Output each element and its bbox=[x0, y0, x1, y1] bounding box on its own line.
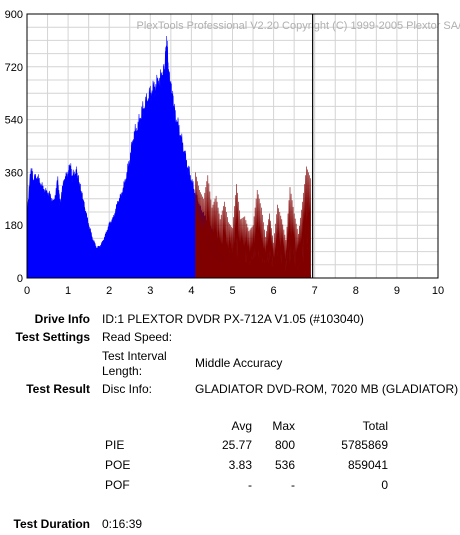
test-interval-value: Middle Accuracy bbox=[195, 356, 283, 370]
test-settings-label: Test Settings bbox=[15, 330, 90, 344]
disc-info-value: GLADIATOR DVD-ROM, 7020 MB (GLADIATOR) bbox=[195, 382, 459, 396]
x-tick-label: 5 bbox=[229, 285, 235, 297]
x-tick-label: 1 bbox=[65, 285, 71, 297]
row-pof-total: 0 bbox=[381, 478, 388, 492]
test-result-label: Test Result bbox=[26, 382, 90, 396]
row-poe-total: 859041 bbox=[347, 458, 388, 472]
y-tick-label: 900 bbox=[5, 9, 23, 21]
test-duration-value: 0:16:39 bbox=[102, 517, 143, 531]
disc-info-label: Disc Info: bbox=[102, 382, 153, 396]
row-pie-max: 800 bbox=[274, 438, 295, 452]
row-pof-name: POF bbox=[105, 478, 130, 492]
x-tick-label: 8 bbox=[353, 285, 359, 297]
col-avg-header: Avg bbox=[231, 419, 252, 433]
row-poe-max: 536 bbox=[274, 458, 295, 472]
x-tick-label: 3 bbox=[147, 285, 153, 297]
chart-svg: PlexTools Professional V2.20 Copyright (… bbox=[5, 9, 460, 297]
plot-border bbox=[26, 13, 439, 279]
x-tick-label: 9 bbox=[394, 285, 400, 297]
col-total-header: Total bbox=[362, 419, 388, 433]
x-tick-label: 6 bbox=[271, 285, 277, 297]
test-duration-label: Test Duration bbox=[13, 517, 90, 531]
y-tick-label: 360 bbox=[5, 167, 23, 179]
y-tick-label: 720 bbox=[5, 62, 23, 74]
series-red-area bbox=[195, 166, 311, 279]
x-tick-label: 0 bbox=[24, 285, 30, 297]
row-poe-avg: 3.83 bbox=[228, 458, 252, 472]
read-speed-label: Read Speed: bbox=[102, 330, 173, 344]
x-tick-label: 10 bbox=[432, 285, 444, 297]
y-tick-label: 540 bbox=[5, 115, 23, 127]
x-tick-label: 7 bbox=[312, 285, 318, 297]
drive-info-value: ID:1 PLEXTOR DVDR PX-712A V1.05 (#103040… bbox=[102, 312, 364, 326]
row-pie-avg: 25.77 bbox=[221, 438, 252, 452]
row-pie-total: 5785869 bbox=[341, 438, 388, 452]
col-max-header: Max bbox=[272, 419, 295, 433]
x-tick-label: 2 bbox=[106, 285, 112, 297]
y-tick-label: 180 bbox=[5, 220, 23, 232]
row-pie-name: PIE bbox=[105, 438, 125, 452]
test-interval-label-line1: Test Interval bbox=[102, 349, 167, 363]
row-poe-name: POE bbox=[105, 458, 131, 472]
error-chart: PlexTools Professional V2.20 Copyright (… bbox=[5, 9, 460, 297]
test-interval-label-line2: Length: bbox=[102, 364, 143, 378]
row-pof-max: - bbox=[291, 478, 295, 492]
y-tick-label: 0 bbox=[17, 273, 23, 285]
x-tick-label: 4 bbox=[188, 285, 194, 297]
drive-info-label: Drive Info bbox=[34, 312, 90, 326]
row-pof-avg: - bbox=[248, 478, 252, 492]
chart-watermark: PlexTools Professional V2.20 Copyright (… bbox=[137, 20, 460, 32]
